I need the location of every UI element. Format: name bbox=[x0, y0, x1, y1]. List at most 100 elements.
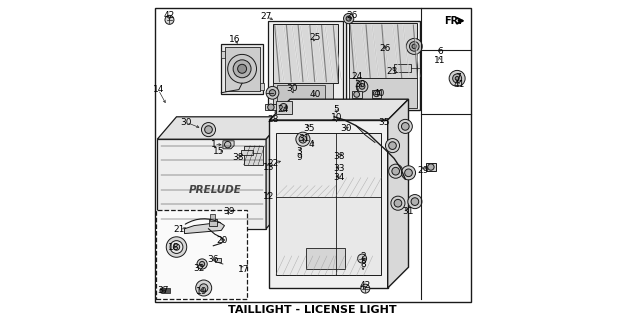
Text: 30: 30 bbox=[354, 80, 366, 89]
Text: 42: 42 bbox=[359, 281, 371, 290]
Circle shape bbox=[412, 44, 416, 49]
Circle shape bbox=[408, 195, 422, 209]
Text: 33: 33 bbox=[333, 164, 344, 173]
Bar bbox=[306, 248, 344, 269]
Circle shape bbox=[280, 104, 288, 111]
Text: 39: 39 bbox=[223, 207, 234, 216]
Text: 19: 19 bbox=[196, 287, 208, 296]
Circle shape bbox=[173, 244, 180, 250]
Circle shape bbox=[166, 237, 187, 257]
Circle shape bbox=[303, 119, 309, 124]
Circle shape bbox=[401, 166, 416, 180]
Text: 26: 26 bbox=[380, 44, 391, 53]
Text: 14: 14 bbox=[152, 85, 164, 94]
Text: 30: 30 bbox=[341, 124, 352, 133]
Text: 32: 32 bbox=[193, 264, 204, 273]
Polygon shape bbox=[264, 104, 278, 110]
Text: 29: 29 bbox=[418, 166, 429, 175]
Circle shape bbox=[299, 135, 307, 143]
Text: 23: 23 bbox=[386, 67, 398, 76]
Bar bbox=[221, 44, 263, 94]
Bar bbox=[276, 101, 291, 114]
Circle shape bbox=[389, 142, 396, 149]
Circle shape bbox=[165, 15, 174, 24]
Text: 35: 35 bbox=[303, 124, 314, 133]
Circle shape bbox=[404, 169, 412, 177]
Polygon shape bbox=[278, 85, 325, 102]
Text: 9: 9 bbox=[296, 153, 302, 162]
Text: FR.: FR. bbox=[444, 16, 462, 26]
Polygon shape bbox=[346, 21, 420, 110]
Circle shape bbox=[398, 119, 412, 133]
Circle shape bbox=[301, 116, 312, 127]
Circle shape bbox=[389, 164, 402, 178]
Circle shape bbox=[455, 76, 459, 80]
Polygon shape bbox=[158, 139, 266, 229]
Circle shape bbox=[406, 38, 422, 54]
Text: 16: 16 bbox=[229, 35, 241, 44]
Polygon shape bbox=[266, 117, 285, 229]
Text: 34: 34 bbox=[333, 173, 344, 182]
Text: 35: 35 bbox=[378, 118, 389, 127]
Polygon shape bbox=[349, 78, 416, 108]
Text: 3: 3 bbox=[296, 147, 302, 156]
Text: 12: 12 bbox=[262, 192, 274, 201]
Circle shape bbox=[386, 139, 399, 153]
Circle shape bbox=[373, 90, 380, 97]
Text: 18: 18 bbox=[168, 243, 179, 252]
Text: 10: 10 bbox=[331, 113, 342, 122]
Text: 37: 37 bbox=[157, 286, 169, 295]
Circle shape bbox=[452, 74, 462, 83]
Text: 40: 40 bbox=[373, 89, 385, 98]
Text: 17: 17 bbox=[238, 265, 249, 274]
Circle shape bbox=[170, 241, 183, 253]
Text: 22: 22 bbox=[268, 159, 279, 168]
Circle shape bbox=[376, 110, 388, 122]
Polygon shape bbox=[351, 91, 362, 98]
Text: 38: 38 bbox=[333, 152, 344, 161]
Circle shape bbox=[233, 60, 251, 78]
Text: 7: 7 bbox=[455, 73, 461, 82]
Circle shape bbox=[409, 42, 419, 51]
Circle shape bbox=[449, 70, 465, 86]
Text: 36: 36 bbox=[207, 255, 218, 264]
Circle shape bbox=[204, 126, 212, 133]
Circle shape bbox=[411, 198, 419, 205]
Polygon shape bbox=[388, 99, 409, 288]
Text: 26: 26 bbox=[347, 11, 358, 20]
Text: 38: 38 bbox=[232, 153, 244, 162]
Text: 4: 4 bbox=[309, 140, 314, 149]
Bar bbox=[224, 47, 260, 91]
Circle shape bbox=[379, 113, 385, 119]
Circle shape bbox=[268, 104, 274, 110]
Polygon shape bbox=[349, 23, 418, 78]
Polygon shape bbox=[226, 47, 260, 91]
Text: 11: 11 bbox=[434, 56, 446, 65]
Text: 31: 31 bbox=[402, 207, 414, 216]
Circle shape bbox=[196, 280, 212, 296]
Text: 24: 24 bbox=[278, 105, 289, 114]
Polygon shape bbox=[372, 90, 381, 98]
Circle shape bbox=[199, 261, 204, 267]
Polygon shape bbox=[260, 83, 264, 90]
Polygon shape bbox=[426, 163, 436, 171]
Text: 42: 42 bbox=[164, 11, 175, 20]
Text: 13: 13 bbox=[262, 163, 274, 172]
Circle shape bbox=[197, 259, 208, 269]
Polygon shape bbox=[215, 258, 221, 262]
Polygon shape bbox=[276, 133, 381, 275]
Circle shape bbox=[160, 288, 166, 293]
Circle shape bbox=[391, 196, 405, 210]
Text: 5: 5 bbox=[334, 105, 339, 114]
Circle shape bbox=[401, 123, 409, 130]
Bar bbox=[244, 146, 263, 165]
Polygon shape bbox=[210, 214, 215, 221]
Polygon shape bbox=[269, 120, 388, 288]
Polygon shape bbox=[221, 51, 226, 58]
Circle shape bbox=[428, 164, 434, 170]
Circle shape bbox=[201, 123, 216, 137]
Circle shape bbox=[224, 141, 231, 148]
Text: 2: 2 bbox=[360, 252, 366, 261]
Polygon shape bbox=[209, 219, 216, 226]
Circle shape bbox=[356, 81, 368, 92]
